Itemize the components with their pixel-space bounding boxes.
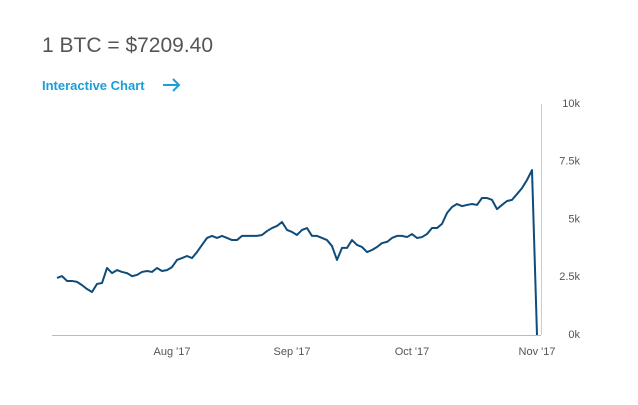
y-tick-label: 0k <box>568 329 580 341</box>
x-tick-label: Sep '17 <box>274 346 311 358</box>
x-tick-label: Oct '17 <box>395 346 430 358</box>
price-line <box>56 169 538 336</box>
x-tick-label: Aug '17 <box>154 346 191 358</box>
price-title: 1 BTC = $7209.40 <box>42 34 214 57</box>
y-tick-label: 5k <box>568 213 580 225</box>
y-tick-label: 10k <box>562 98 580 110</box>
link-arrow[interactable] <box>161 77 183 93</box>
interactive-chart-link[interactable]: Interactive Chart <box>42 78 145 93</box>
y-tick-label: 7.5k <box>559 156 580 168</box>
y-tick-label: 2.5k <box>559 271 580 283</box>
x-tick-label: Nov '17 <box>519 346 556 358</box>
